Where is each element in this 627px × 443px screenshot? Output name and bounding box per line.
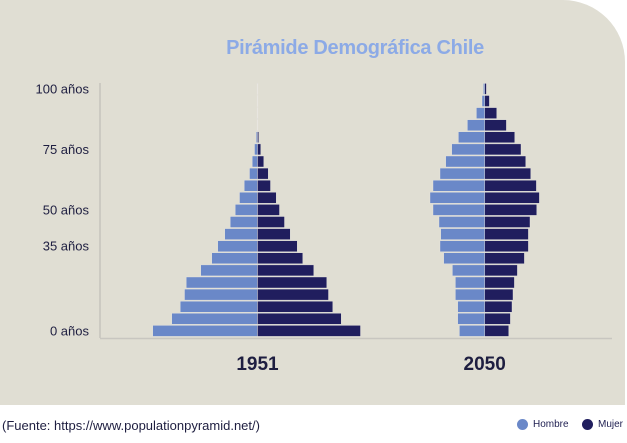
bar-hombre [443,252,485,265]
bar-mujer [484,143,522,156]
bar-mujer [484,192,540,204]
bar-hombre [458,131,485,144]
bar-hombre [481,95,485,107]
bar-hombre [429,192,485,204]
bar-hombre [457,313,485,325]
bar-mujer [484,83,487,95]
bar-hombre [457,301,485,313]
bar-hombre [184,288,258,301]
bar-mujer [257,301,334,313]
bar-mujer [484,288,514,301]
bar-mujer [484,325,509,337]
bar-mujer [257,228,291,240]
pyramid-year-label: 2050 [464,354,506,375]
bar-mujer [484,107,497,119]
mujer-swatch [582,419,593,430]
bar-mujer [484,264,518,277]
bar-hombre [440,228,485,240]
y-tick-label: 0 años [50,323,90,338]
y-tick-label: 35 años [43,239,90,254]
bar-mujer [257,240,298,252]
bar-mujer [484,155,526,168]
bar-hombre [455,288,485,301]
y-tick-label: 100 años [36,81,90,96]
bar-mujer [484,301,513,313]
bar-hombre [476,107,485,119]
bar-hombre [229,216,258,228]
chart-title: Pirámide Demográfica Chile [226,37,484,59]
bar-hombre [249,167,258,180]
bar-hombre [243,179,258,192]
bar-hombre [451,143,485,156]
bar-mujer [257,313,342,325]
bar-hombre [459,325,485,337]
y-tick-label: 50 años [43,202,90,217]
bar-mujer [257,288,329,301]
bar-mujer [257,252,303,265]
bar-mujer [484,252,525,265]
bar-mujer [484,167,531,180]
bar-mujer [484,119,507,131]
bar-mujer [257,167,269,180]
bar-hombre [179,301,258,313]
bar-mujer [257,155,265,168]
bar-hombre [171,313,258,325]
bar-hombre [467,119,485,131]
bar-hombre [439,240,485,252]
bar-mujer [484,240,529,252]
bar-hombre [211,252,258,265]
bar-hombre [432,204,485,216]
bar-mujer [484,276,515,289]
hombre-swatch [517,419,528,430]
bar-mujer [257,216,285,228]
bar-hombre [439,167,485,180]
bar-mujer [257,192,277,204]
bar-mujer [484,228,529,240]
bar-mujer [257,131,259,144]
bar-mujer [257,179,271,192]
legend-item-hombre: Hombre [517,419,569,430]
y-tick-label: 75 años [43,142,90,157]
bar-mujer [484,204,537,216]
bar-hombre [251,155,258,168]
bar-hombre [438,216,485,228]
bar-mujer [484,179,537,192]
bar-mujer [257,325,361,337]
legend-label: Hombre [533,419,569,430]
legend-item-mujer: Mujer [582,419,623,430]
bar-hombre [254,143,258,156]
bar-mujer [484,313,511,325]
bar-mujer [257,264,314,277]
legend-label: Mujer [598,419,624,430]
bar-mujer [257,204,280,216]
bar-hombre [455,276,485,289]
pyramid-year-label: 1951 [236,354,279,375]
bar-hombre [224,228,258,240]
bar-hombre [234,204,258,216]
bar-hombre [152,325,258,337]
bar-hombre [185,276,258,289]
bar-mujer [484,216,531,228]
bar-hombre [239,192,258,204]
bar-hombre [217,240,258,252]
bar-mujer [484,131,515,144]
bar-hombre [452,264,485,277]
bar-mujer [484,95,490,107]
bar-mujer [257,276,328,289]
bar-hombre [432,179,485,192]
bar-hombre [200,264,258,277]
bar-mujer [257,143,261,156]
bar-hombre [445,155,485,168]
source-note: (Fuente: https://www.populationpyramid.n… [2,418,260,433]
